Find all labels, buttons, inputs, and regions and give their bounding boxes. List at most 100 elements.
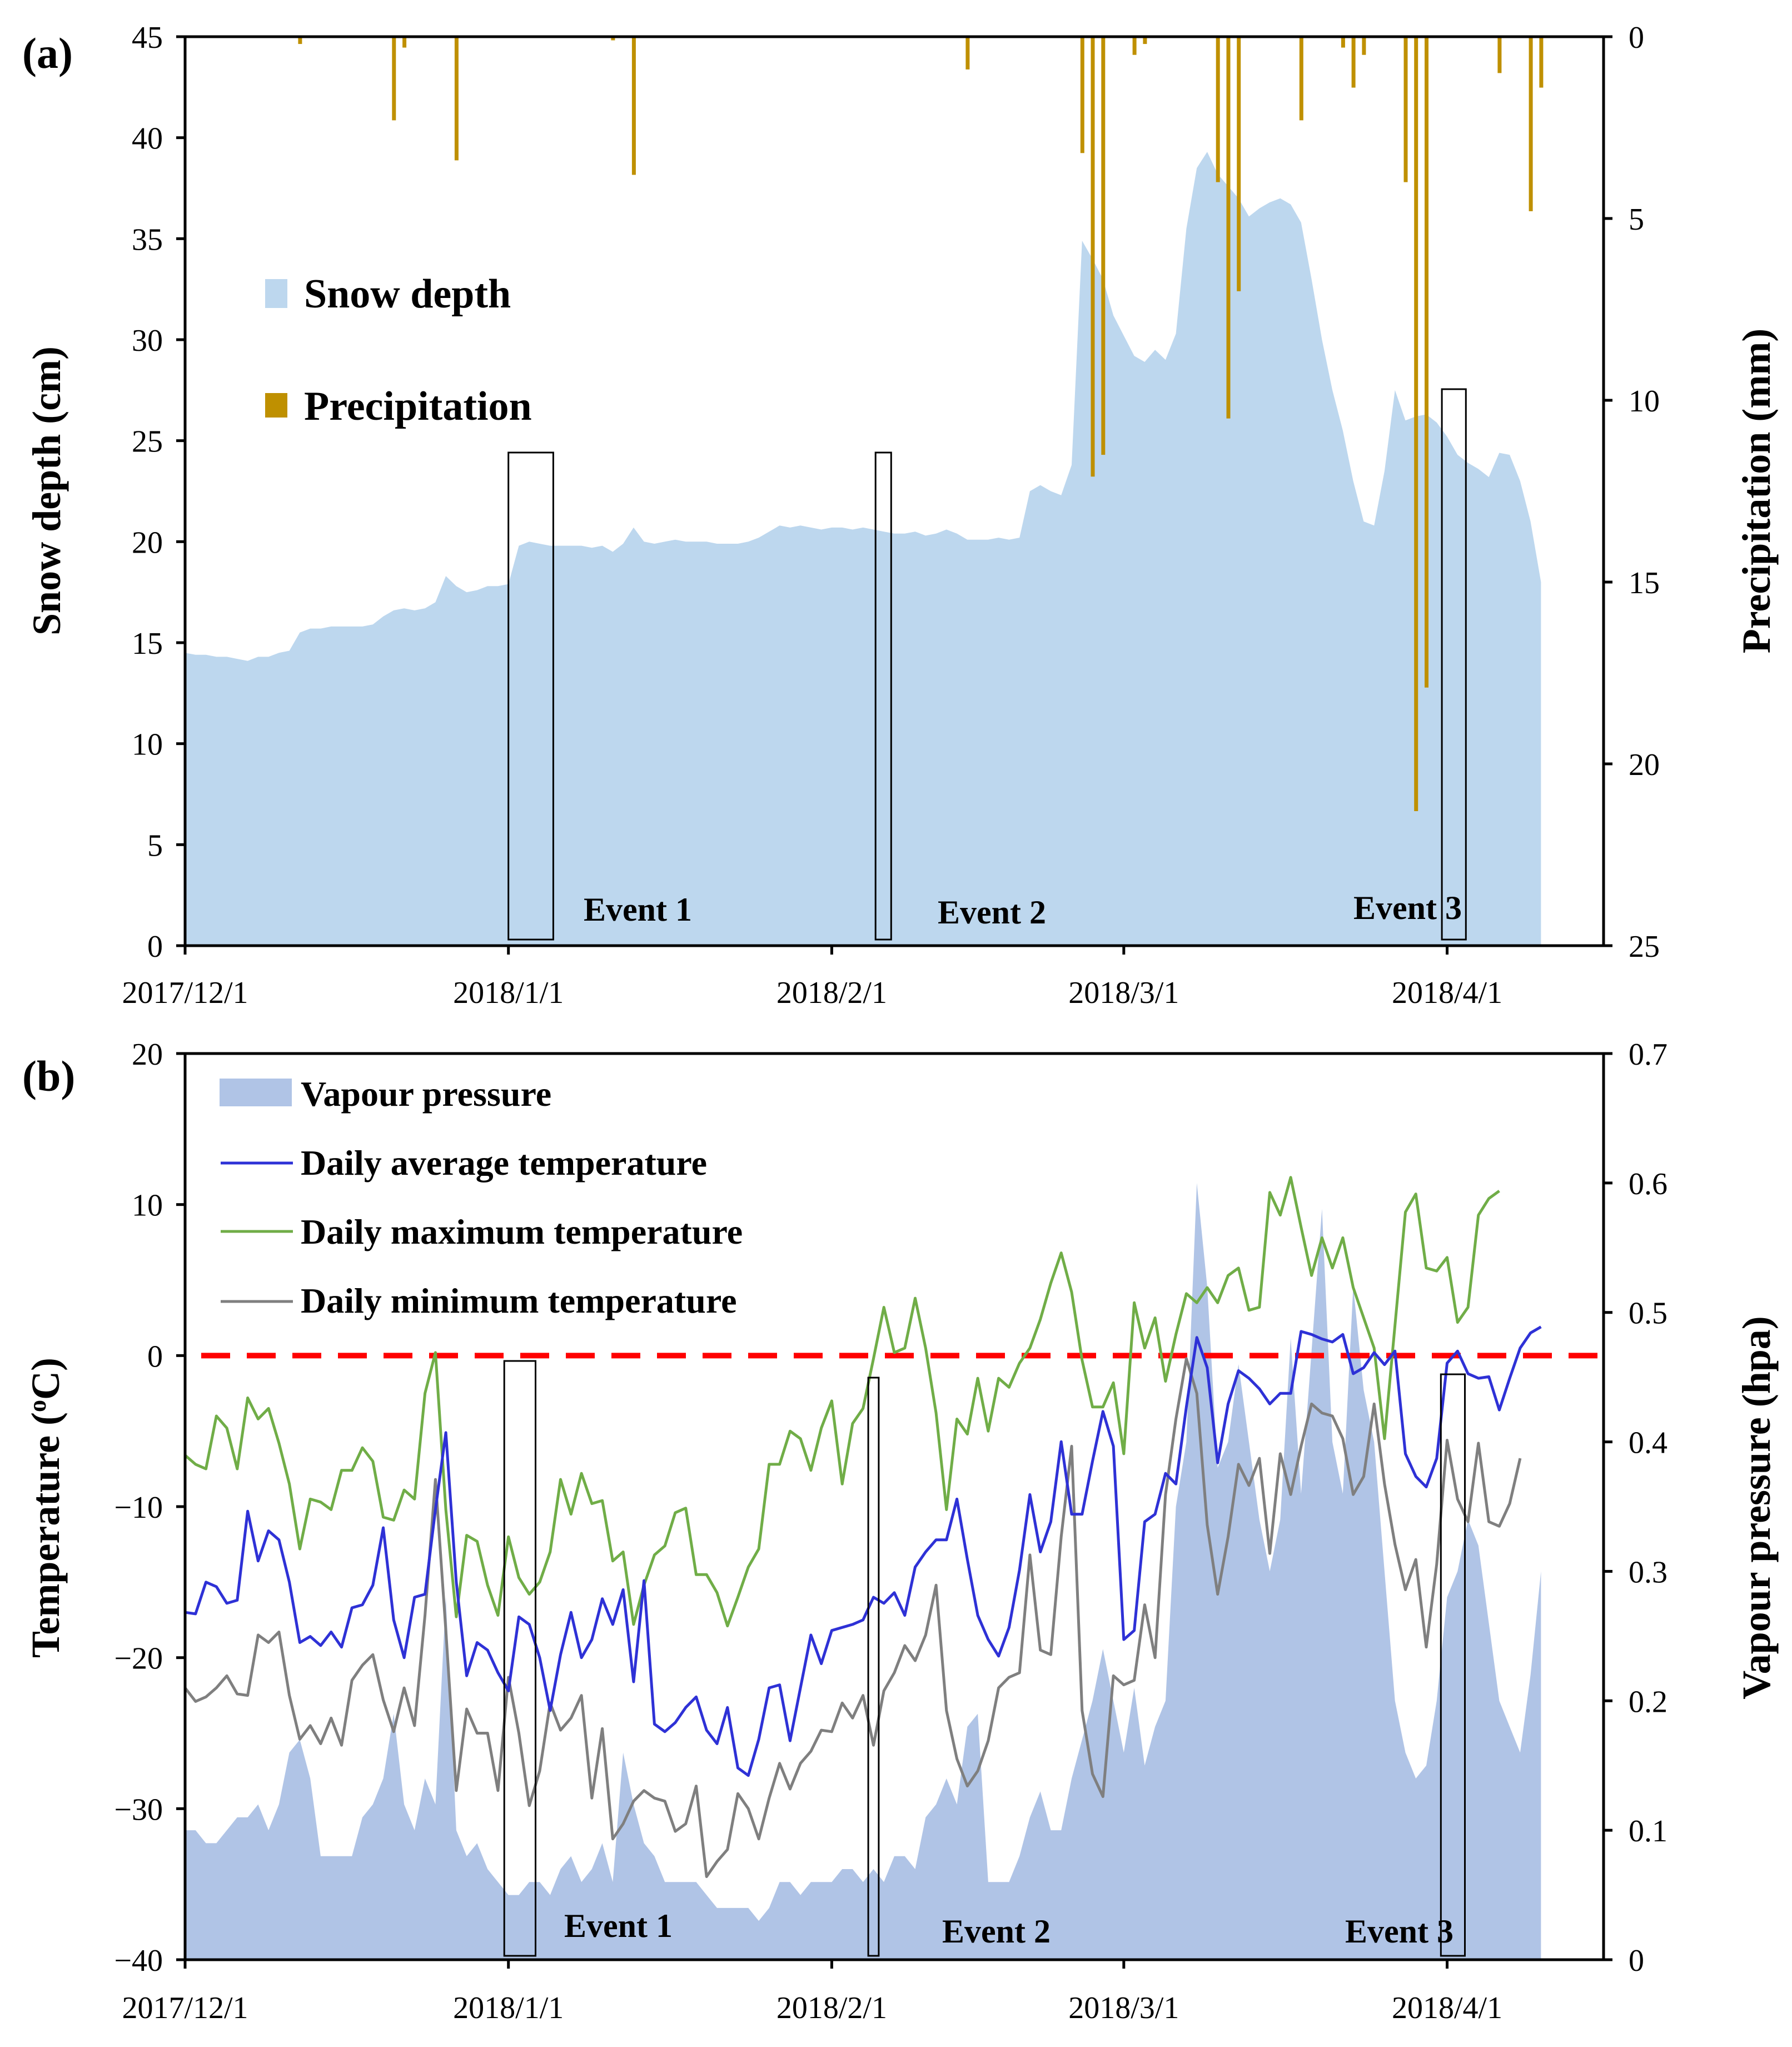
legend-label-precipitation: Precipitation xyxy=(304,384,532,429)
precipitation-bar xyxy=(1351,37,1356,88)
panel-b-label: (b) xyxy=(22,1052,75,1100)
panel-b: (b) −40 −30 −20 −10 0 10 20 0 0.1 0.2 0.3 0.4 0.5 0.… xyxy=(22,1037,1779,2025)
event-box xyxy=(503,1360,537,1957)
y-tick-label: −30 xyxy=(114,1792,163,1827)
y2-tick-label: 10 xyxy=(1629,384,1660,419)
y-tick-label: −20 xyxy=(114,1642,163,1676)
temperature-axis-ticks: −40 −30 −20 −10 0 10 20 xyxy=(114,1037,185,1978)
precipitation-bar xyxy=(1080,37,1084,153)
precipitation-bar xyxy=(611,37,615,41)
x-tick-label: 2018/3/1 xyxy=(1068,976,1179,1010)
temperature-lines-group xyxy=(184,1176,1542,1879)
event-box xyxy=(507,451,554,941)
x-tick-label: 2018/1/1 xyxy=(453,1991,564,2025)
y2-tick-label: 0.2 xyxy=(1629,1685,1667,1719)
y2-tick-label: 5 xyxy=(1629,202,1644,237)
panel-b-legend: Vapour pressure Daily average temperatur… xyxy=(220,1074,743,1320)
y-tick-label: 0 xyxy=(147,930,163,964)
event-box xyxy=(874,451,892,941)
y-tick-label: −40 xyxy=(114,1944,163,1978)
event-box xyxy=(1441,388,1467,941)
x-tick-label: 2017/12/1 xyxy=(122,976,248,1010)
x-tick-label: 2018/1/1 xyxy=(453,976,564,1010)
legend-label-minimum-temperature: Daily minimum temperature xyxy=(301,1281,736,1320)
y-tick-label: 15 xyxy=(132,627,163,661)
precipitation-bar xyxy=(1091,37,1095,477)
temperature-axis-label-part-1: Temperature ( xyxy=(23,1412,68,1658)
panel-a-event-3-label: Event 3 xyxy=(1353,890,1462,926)
vapour-pressure-area xyxy=(185,1183,1541,1960)
precipitation-bar xyxy=(1299,37,1303,121)
y2-tick-label: 0.5 xyxy=(1629,1296,1667,1331)
y2-tick-label: 25 xyxy=(1629,930,1660,964)
x-tick-label: 2018/3/1 xyxy=(1068,1991,1179,2025)
legend-swatch-vapour-pressure xyxy=(220,1079,292,1106)
y2-tick-label: 0 xyxy=(1629,1944,1644,1978)
x-tick-label: 2018/2/1 xyxy=(776,1991,887,2025)
x-tick-label: 2017/12/1 xyxy=(122,1991,248,2025)
panel-a-legend: Snow depth Precipitation xyxy=(265,271,532,429)
precipitation-bar xyxy=(965,37,970,69)
precipitation-bar xyxy=(1226,37,1231,419)
legend-label-snow-depth: Snow depth xyxy=(304,271,511,317)
precipitation-bar xyxy=(454,37,459,161)
y-tick-label: −10 xyxy=(114,1490,163,1525)
panel-a-frame xyxy=(183,35,1605,947)
precipitation-bar xyxy=(1497,37,1502,73)
y-tick-label: 10 xyxy=(132,1189,163,1223)
precipitation-bar xyxy=(1539,37,1544,88)
minimum-temperature-line xyxy=(184,1357,1522,1879)
precipitation-bar xyxy=(1237,37,1241,291)
precipitation-bar xyxy=(1143,37,1147,44)
y2-tick-label: 15 xyxy=(1629,566,1660,600)
maximum-temperature-line xyxy=(184,1176,1500,1628)
y-tick-label: 45 xyxy=(132,21,163,55)
y-tick-label: 40 xyxy=(132,122,163,156)
x-tick-label: 2018/2/1 xyxy=(776,976,887,1010)
precipitation-bar xyxy=(1403,37,1408,182)
precipitation-axis-ticks: 0 5 10 15 20 25 xyxy=(1604,21,1660,964)
y2-tick-label: 0.4 xyxy=(1629,1426,1667,1460)
vapour-pressure-axis-label: Vapour pressure (hpa) xyxy=(1734,1316,1779,1700)
snow-depth-area-group xyxy=(185,152,1541,946)
panel-b-event-1-label: Event 1 xyxy=(564,1907,673,1944)
precipitation-bar xyxy=(1341,37,1345,48)
y-tick-label: 10 xyxy=(132,728,163,762)
precipitation-bar xyxy=(402,37,407,48)
temperature-axis-label-part-2: C) xyxy=(23,1358,68,1400)
vapour-pressure-axis-ticks: 0 0.1 0.2 0.3 0.4 0.5 0.6 0.7 xyxy=(1604,1037,1667,1978)
y-tick-label: 20 xyxy=(132,1037,163,1072)
precipitation-bar xyxy=(1362,37,1366,55)
precipitation-bar xyxy=(1414,37,1418,811)
temperature-axis-label: Temperature (oC) xyxy=(23,1358,68,1658)
y2-tick-label: 0.3 xyxy=(1629,1555,1667,1589)
event-box xyxy=(867,1377,880,1957)
precipitation-bars-group xyxy=(298,37,1544,811)
panel-a-event-2-label: Event 2 xyxy=(938,894,1046,931)
panel-a: (a) 0 5 10 15 20 25 30 35 40 45 0 5 10 15 20 25 2017/1… xyxy=(22,21,1779,1010)
precipitation-bar xyxy=(392,37,396,121)
y-tick-label: 20 xyxy=(132,525,163,560)
event-boxes-group xyxy=(507,388,1467,941)
panel-a-event-1-label: Event 1 xyxy=(584,891,692,928)
y2-tick-label: 20 xyxy=(1629,748,1660,782)
x-tick-label: 2018/4/1 xyxy=(1392,976,1502,1010)
legend-swatch-precipitation xyxy=(265,393,287,418)
precipitation-bar xyxy=(1216,37,1220,182)
y2-tick-label: 0.1 xyxy=(1629,1814,1667,1849)
snow-depth-axis-label: Snow depth (cm) xyxy=(24,346,69,635)
y-tick-label: 0 xyxy=(147,1339,163,1374)
panel-a-x-axis-ticks: 2017/12/1 2018/1/1 2018/2/1 2018/3/1 2018/4/… xyxy=(122,946,1502,1010)
y-tick-label: 25 xyxy=(132,425,163,459)
precipitation-axis-label: Precipitation (mm) xyxy=(1734,329,1779,654)
vapour-pressure-area-group xyxy=(185,1183,1541,1960)
x-tick-label: 2018/4/1 xyxy=(1392,1991,1502,2025)
panel-b-x-axis-ticks: 2017/12/1 2018/1/1 2018/2/1 2018/3/1 2018/4/… xyxy=(122,1960,1502,2025)
average-temperature-line xyxy=(185,1325,1542,1777)
panel-a-label: (a) xyxy=(22,29,73,77)
legend-swatch-snow-depth xyxy=(265,279,287,308)
event-boxes-group-b xyxy=(503,1360,1466,1957)
y2-tick-label: 0.6 xyxy=(1629,1167,1667,1201)
y-tick-label: 5 xyxy=(147,828,163,863)
